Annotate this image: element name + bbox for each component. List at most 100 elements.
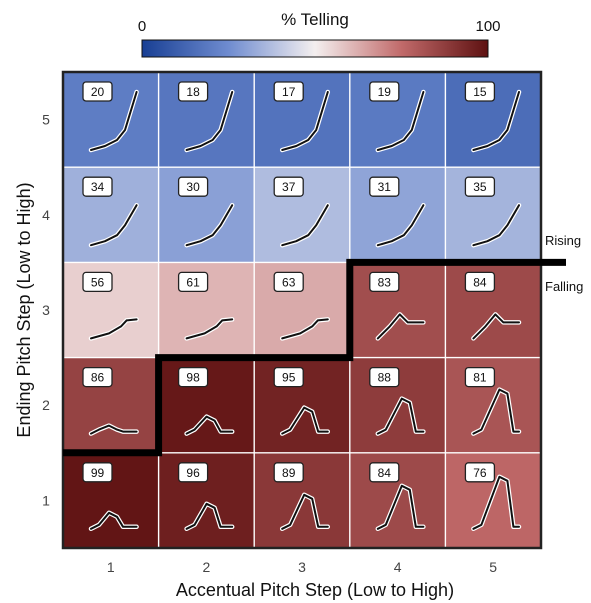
value-label: 30 bbox=[186, 180, 200, 194]
value-label: 20 bbox=[91, 85, 105, 99]
value-label-box bbox=[464, 81, 496, 102]
value-label-box bbox=[82, 271, 113, 293]
value-label-box bbox=[177, 81, 209, 102]
pitch-contour bbox=[472, 475, 520, 530]
value-label: 84 bbox=[378, 466, 392, 480]
pitch-contour bbox=[90, 204, 138, 247]
value-label: 35 bbox=[473, 180, 487, 194]
colorbar bbox=[141, 39, 489, 58]
pitch-contour bbox=[376, 397, 425, 435]
pitch-contour bbox=[376, 91, 425, 151]
y-tick-label: 1 bbox=[42, 492, 50, 508]
label-falling: Falling bbox=[545, 279, 583, 294]
value-label: 98 bbox=[186, 371, 200, 385]
value-label-box bbox=[273, 271, 304, 293]
value-label-box bbox=[464, 366, 496, 388]
pitch-contour bbox=[376, 313, 425, 340]
pitch-contour bbox=[376, 484, 425, 530]
value-label-box bbox=[369, 271, 400, 293]
value-label-box bbox=[82, 462, 113, 483]
pitch-contour bbox=[472, 313, 520, 340]
value-label: 15 bbox=[473, 85, 487, 99]
value-label: 96 bbox=[186, 466, 200, 480]
pitch-contour bbox=[185, 502, 234, 530]
value-label: 61 bbox=[186, 275, 200, 289]
value-label-box bbox=[369, 176, 400, 197]
pitch-contour bbox=[281, 406, 329, 435]
x-axis-title: Accentual Pitch Step (Low to High) bbox=[176, 580, 454, 600]
x-tick-label: 4 bbox=[394, 559, 402, 575]
value-label-box bbox=[273, 462, 304, 483]
pitch-contour bbox=[90, 91, 138, 151]
x-tick-labels: 1 2 3 4 5 bbox=[107, 559, 497, 575]
value-label-box bbox=[177, 176, 209, 197]
value-label: 81 bbox=[473, 371, 487, 385]
value-label-box bbox=[273, 81, 304, 102]
value-label: 19 bbox=[378, 85, 392, 99]
pitch-contour bbox=[472, 91, 520, 151]
pitch-contour bbox=[376, 204, 425, 247]
value-label-box bbox=[273, 366, 304, 388]
value-label: 76 bbox=[473, 466, 487, 480]
pitch-contour bbox=[281, 204, 329, 247]
pitch-contour bbox=[472, 388, 520, 435]
heatmap-cells: 20 18 17 19 15 34 30 37 31 35 56 61 63 83 84 86 98 95 88 81… bbox=[63, 72, 541, 548]
y-tick-label: 5 bbox=[42, 112, 50, 128]
value-label: 83 bbox=[378, 275, 392, 289]
value-label-box bbox=[464, 176, 496, 197]
value-label: 89 bbox=[282, 466, 296, 480]
x-tick-label: 1 bbox=[107, 559, 115, 575]
x-tick-label: 3 bbox=[298, 559, 306, 575]
value-label-box bbox=[273, 176, 304, 197]
pitch-contour bbox=[281, 493, 329, 530]
pitch-contour bbox=[185, 204, 234, 247]
value-label-box bbox=[82, 81, 113, 102]
value-label: 63 bbox=[282, 275, 296, 289]
rising-falling-boundary bbox=[63, 258, 566, 457]
pitch-contour bbox=[281, 91, 329, 151]
value-label-box bbox=[369, 366, 400, 388]
x-tick-label: 2 bbox=[203, 559, 211, 575]
x-tick-label: 5 bbox=[489, 559, 497, 575]
value-label: 95 bbox=[282, 371, 296, 385]
value-label: 31 bbox=[378, 180, 392, 194]
value-label-box bbox=[369, 81, 400, 102]
value-label-box bbox=[177, 271, 209, 293]
pitch-contour bbox=[185, 91, 234, 151]
value-label-box bbox=[464, 462, 496, 483]
value-label: 86 bbox=[91, 371, 105, 385]
y-tick-label: 2 bbox=[42, 397, 50, 413]
value-label: 88 bbox=[378, 371, 392, 385]
y-tick-label: 3 bbox=[42, 302, 50, 318]
pitch-contour bbox=[185, 415, 234, 435]
value-label-box bbox=[82, 366, 113, 388]
y-axis-title: Ending Pitch Step (Low to High) bbox=[14, 182, 34, 437]
pitch-contour bbox=[90, 424, 138, 435]
value-label-box bbox=[369, 462, 400, 483]
value-label: 34 bbox=[91, 180, 105, 194]
value-label: 99 bbox=[91, 466, 105, 480]
value-label-box bbox=[177, 366, 209, 388]
pitch-contour bbox=[281, 318, 329, 340]
value-label: 18 bbox=[186, 85, 200, 99]
y-tick-label: 4 bbox=[42, 207, 50, 223]
colorbar-title: % Telling bbox=[281, 10, 349, 29]
value-label-box bbox=[82, 176, 113, 197]
colorbar-min-label: 0 bbox=[138, 18, 146, 35]
plot-frame bbox=[61, 70, 543, 550]
value-label: 56 bbox=[91, 275, 105, 289]
value-label: 84 bbox=[473, 275, 487, 289]
pitch-contour bbox=[90, 511, 138, 530]
value-label: 17 bbox=[282, 85, 296, 99]
pitch-contour bbox=[185, 318, 234, 340]
value-label: 37 bbox=[282, 180, 296, 194]
value-label-box bbox=[464, 271, 496, 293]
pitch-contour bbox=[90, 318, 138, 340]
boundary-line bbox=[63, 258, 566, 457]
label-rising: Rising bbox=[545, 233, 581, 248]
y-tick-labels: 1 2 3 4 5 bbox=[42, 112, 50, 509]
value-label-box bbox=[177, 462, 209, 483]
colorbar-max-label: 100 bbox=[475, 18, 500, 35]
pitch-contour bbox=[472, 204, 520, 247]
